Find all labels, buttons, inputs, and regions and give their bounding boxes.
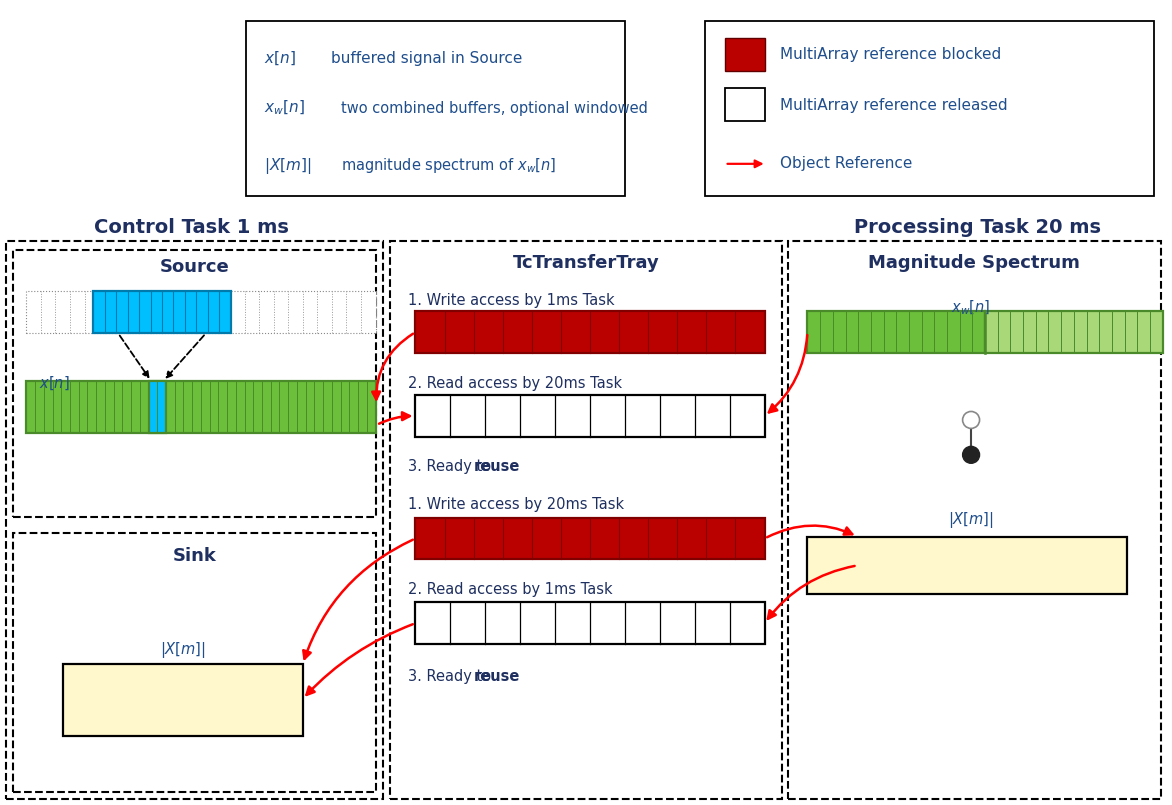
Bar xyxy=(13,533,376,791)
Bar xyxy=(808,537,1126,594)
Bar xyxy=(26,291,375,333)
Bar xyxy=(788,241,1160,799)
Text: 2. Read access by 1ms Task: 2. Read access by 1ms Task xyxy=(408,582,613,597)
Text: 1. Write access by 1ms Task: 1. Write access by 1ms Task xyxy=(408,293,615,308)
Bar xyxy=(13,250,376,517)
Text: $|X[m]|$: $|X[m]|$ xyxy=(161,640,206,660)
Text: reuse: reuse xyxy=(473,669,519,683)
Text: $|X[m]|$: $|X[m]|$ xyxy=(948,510,994,530)
Text: Sink: Sink xyxy=(173,547,217,565)
Text: Processing Task 20 ms: Processing Task 20 ms xyxy=(853,218,1101,237)
Text: buffered signal in Source: buffered signal in Source xyxy=(331,51,522,66)
Bar xyxy=(415,312,764,353)
Text: 3. Ready to: 3. Ready to xyxy=(408,460,496,474)
Bar xyxy=(246,21,625,196)
Bar xyxy=(984,312,1163,353)
Bar xyxy=(6,241,383,799)
Text: Magnitude Spectrum: Magnitude Spectrum xyxy=(868,254,1081,272)
Text: two combined buffers, optional windowed: two combined buffers, optional windowed xyxy=(341,101,647,116)
Bar xyxy=(63,664,302,736)
Text: $x_w[n]$: $x_w[n]$ xyxy=(952,298,990,316)
Circle shape xyxy=(962,411,980,428)
Text: $|X[m]|$: $|X[m]|$ xyxy=(264,156,312,175)
Text: Object Reference: Object Reference xyxy=(779,156,912,171)
Text: 3. Ready to: 3. Ready to xyxy=(408,669,496,683)
Bar xyxy=(808,312,984,353)
Circle shape xyxy=(962,446,980,464)
Text: $x[n]$: $x[n]$ xyxy=(264,49,295,67)
Text: 2. Read access by 20ms Task: 2. Read access by 20ms Task xyxy=(408,376,622,390)
Text: reuse: reuse xyxy=(473,460,519,474)
Text: $x_w[n]$: $x_w[n]$ xyxy=(264,99,305,118)
Bar xyxy=(415,602,764,644)
Bar xyxy=(724,39,764,71)
Bar xyxy=(26,381,375,433)
Bar xyxy=(724,88,764,121)
Bar xyxy=(93,291,231,333)
Bar xyxy=(149,381,166,433)
Bar xyxy=(415,395,764,437)
Text: magnitude spectrum of $x_w[n]$: magnitude spectrum of $x_w[n]$ xyxy=(341,156,556,175)
Bar xyxy=(415,518,764,559)
Text: $x[n]$: $x[n]$ xyxy=(40,374,70,392)
Bar xyxy=(390,241,782,799)
Bar xyxy=(704,21,1153,196)
Text: MultiArray reference blocked: MultiArray reference blocked xyxy=(779,47,1001,62)
Text: MultiArray reference released: MultiArray reference released xyxy=(779,97,1007,113)
Text: Source: Source xyxy=(161,258,230,276)
Text: TcTransferTray: TcTransferTray xyxy=(512,254,660,272)
Text: Control Task 1 ms: Control Task 1 ms xyxy=(94,218,288,237)
Text: 1. Write access by 20ms Task: 1. Write access by 20ms Task xyxy=(408,497,625,512)
